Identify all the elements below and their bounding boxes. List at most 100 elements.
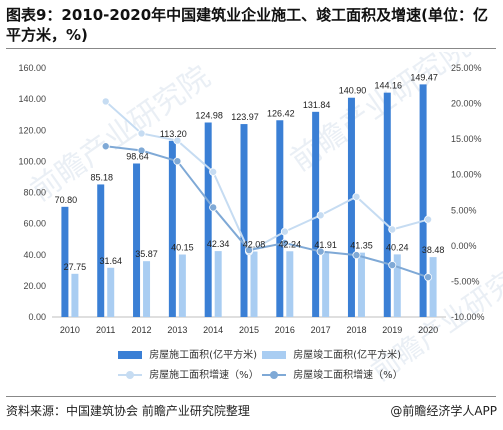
y-left-tick-label: 140.00 (18, 94, 46, 104)
x-tick-label: 2019 (382, 325, 402, 335)
y-left-tick-label: 160.00 (18, 63, 46, 73)
y-left-tick-label: 0.00 (28, 312, 46, 322)
construction-growth-point (424, 215, 433, 224)
footer-divider (6, 396, 496, 397)
y-right-tick-label: -10.00% (451, 312, 485, 322)
chart-title: 图表9：2010-2020年中国建筑业企业施工、竣工面积及增速(单位：亿平方米，… (6, 6, 489, 44)
construction-area-bar (419, 84, 427, 317)
construction-growth-point (352, 192, 361, 201)
completion-value-label: 35.87 (135, 249, 158, 259)
y-right-tick-label: -5.00% (451, 276, 480, 286)
completion-growth-point (316, 247, 325, 256)
x-tick-label: 2013 (167, 325, 187, 335)
construction-growth-line (105, 100, 429, 253)
completion-growth-point (173, 157, 182, 166)
construction-area-bar (240, 124, 248, 317)
legend-line-icon (118, 371, 142, 379)
completion-area-bar (143, 261, 151, 317)
completion-value-label: 38.48 (422, 245, 445, 255)
construction-growth-point (316, 211, 325, 220)
completion-value-label: 41.91 (314, 240, 337, 250)
x-tick-label: 2015 (239, 325, 259, 335)
construction-value-label: 70.80 (55, 195, 78, 205)
construction-value-label: 131.84 (303, 100, 331, 110)
completion-growth-point (280, 239, 289, 248)
completion-growth-point (101, 142, 110, 151)
y-left-tick-label: 60.00 (23, 219, 46, 229)
legend-label: 房屋施工面积增速（%） (149, 370, 259, 381)
completion-growth-line (105, 145, 429, 279)
construction-value-label: 98.64 (126, 151, 149, 161)
y-right-tick-label: 20.00% (451, 99, 482, 109)
construction-value-label: 140.90 (339, 86, 367, 96)
completion-area-bar (71, 273, 79, 317)
legend-construction-growth: 房屋施工面积增速（%） (118, 366, 259, 381)
construction-growth-point (280, 227, 289, 236)
chart-area: 前瞻产业研究院 前瞻产业研究院 前瞻产业研究院 0.0020.0040.0060… (18, 52, 503, 387)
x-tick-label: 2010 (60, 325, 80, 335)
construction-area-bar (168, 140, 176, 317)
legend-completion-growth: 房屋竣工面积增速（%） (262, 366, 403, 381)
construction-value-label: 149.47 (410, 72, 438, 82)
completion-value-label: 40.15 (171, 243, 194, 253)
x-tick-label: 2012 (132, 325, 152, 335)
construction-growth-point (388, 225, 397, 234)
completion-growth-point (424, 273, 433, 282)
construction-value-label: 126.42 (267, 108, 295, 118)
legend-line-icon (262, 371, 286, 379)
legend-construction-bar: 房屋施工面积(亿平方米) (118, 346, 257, 361)
construction-growth-point (209, 167, 218, 176)
legend-label: 房屋施工面积(亿平方米) (149, 350, 257, 361)
completion-value-label: 42.08 (243, 240, 266, 250)
y-right-tick-label: 15.00% (451, 134, 482, 144)
watermark-text: 前瞻产业研究院 (25, 60, 216, 207)
construction-area-bar (276, 120, 284, 317)
construction-area-bar (383, 92, 391, 317)
y-left-tick-label: 40.00 (23, 250, 46, 260)
construction-growth-point (173, 136, 182, 145)
completion-value-label: 42.24 (279, 239, 302, 249)
construction-value-label: 113.20 (160, 129, 187, 139)
completion-area-bar (393, 254, 401, 317)
completion-area-bar (322, 251, 330, 317)
construction-area-bar (61, 206, 69, 317)
y-left-tick-label: 120.00 (18, 125, 46, 135)
construction-area-bar (97, 184, 105, 317)
construction-growth-point (137, 129, 146, 138)
completion-area-bar (429, 257, 437, 317)
construction-growth-point (101, 97, 110, 106)
x-tick-label: 2017 (311, 325, 331, 335)
completion-area-bar (107, 267, 115, 317)
completion-growth-point (388, 261, 397, 270)
completion-area-bar (178, 254, 186, 317)
completion-value-label: 40.24 (386, 242, 409, 252)
completion-growth-point (244, 246, 253, 255)
completion-area-bar (357, 252, 365, 317)
construction-value-label: 85.18 (90, 172, 113, 182)
completion-value-label: 31.64 (99, 256, 122, 266)
completion-value-label: 42.34 (207, 239, 230, 249)
x-tick-label: 2014 (203, 325, 223, 335)
source-note: 资料来源：中国建筑协会 前瞻产业研究院整理 (6, 404, 250, 418)
construction-area-bar (204, 122, 212, 317)
legend-completion-bar: 房屋竣工面积(亿平方米) (262, 346, 401, 361)
legend-swatch-icon (262, 351, 286, 359)
x-tick-label: 2016 (275, 325, 295, 335)
y-left-tick-label: 20.00 (23, 281, 46, 291)
y-right-tick-label: 0.00% (451, 241, 477, 251)
completion-growth-point (137, 146, 146, 155)
title-divider (6, 48, 496, 49)
completion-growth-point (352, 251, 361, 260)
legend-label: 房屋竣工面积(亿平方米) (293, 350, 401, 361)
completion-value-label: 27.75 (64, 262, 87, 272)
completion-area-bar (250, 251, 258, 317)
construction-area-bar (347, 97, 355, 317)
construction-value-label: 124.98 (195, 110, 223, 120)
x-tick-label: 2020 (418, 325, 438, 335)
y-left-tick-label: 100.00 (18, 156, 46, 166)
completion-growth-point (209, 203, 218, 212)
legend-label: 房屋竣工面积增速（%） (293, 370, 403, 381)
y-right-tick-label: 10.00% (451, 170, 482, 180)
x-tick-label: 2018 (346, 325, 366, 335)
x-tick-label: 2011 (96, 325, 115, 335)
